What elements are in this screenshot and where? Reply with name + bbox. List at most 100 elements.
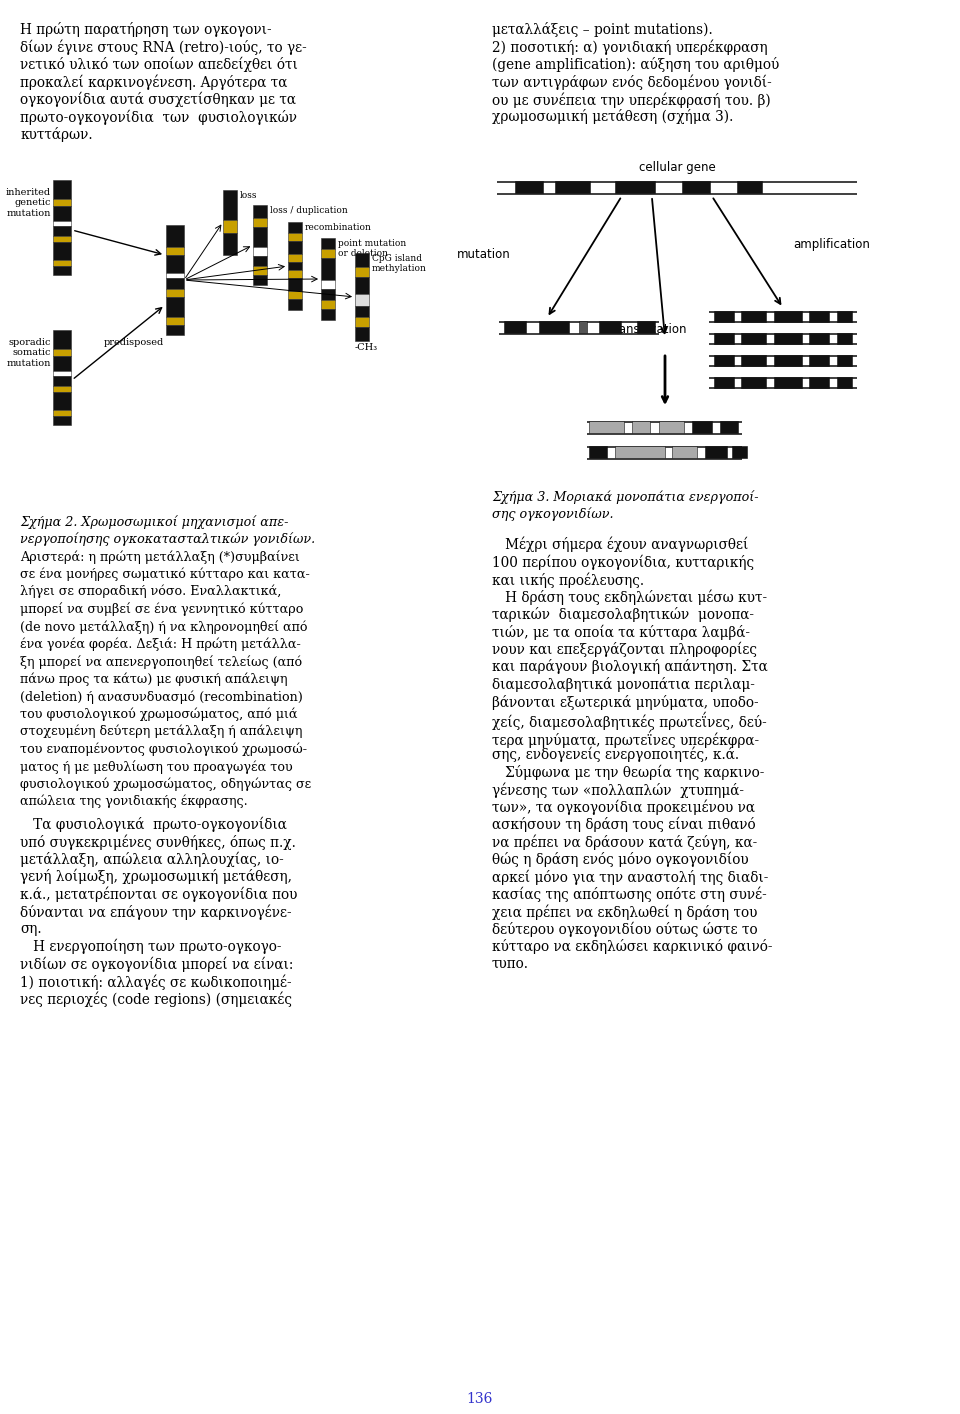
Bar (589, 421, 624, 433)
Text: (gene amplification): αύξηση του αριθμού: (gene amplification): αύξηση του αριθμού (492, 57, 780, 72)
Bar (288, 233, 302, 240)
Text: cellular gene: cellular gene (638, 161, 715, 174)
Text: θώς η δράση ενός μόνο ογκογονιδίου: θώς η δράση ενός μόνο ογκογονιδίου (492, 853, 749, 867)
Bar (741, 311, 766, 321)
Bar (288, 222, 302, 233)
Bar (166, 255, 184, 273)
Bar (709, 378, 857, 379)
Text: ξη μπορεί να απενεργοποιηθεί τελείως (από: ξη μπορεί να απενεργοποιηθεί τελείως (απ… (20, 655, 302, 669)
Text: 1) ποιοτική: αλλαγές σε κωδικοποιημέ-: 1) ποιοτική: αλλαγές σε κωδικοποιημέ- (20, 974, 292, 990)
Text: προκαλεί καρκινογένεση. Αργότερα τα: προκαλεί καρκινογένεση. Αργότερα τα (20, 75, 287, 90)
Bar (774, 332, 802, 344)
Bar (288, 300, 302, 310)
Bar (53, 349, 71, 356)
Bar (321, 300, 335, 308)
Bar (355, 253, 369, 267)
Bar (288, 240, 302, 255)
Bar (774, 355, 802, 366)
Text: Η πρώτη παρατήρηση των ογκογονι-: Η πρώτη παρατήρηση των ογκογονι- (20, 23, 272, 37)
Bar (166, 273, 184, 279)
Bar (253, 218, 267, 226)
Text: ου με συνέπεια την υπερέκφρασή του. β): ου με συνέπεια την υπερέκφρασή του. β) (492, 92, 771, 107)
Bar (720, 421, 738, 433)
Text: (de novo μετάλλαξη) ή να κληρονομηθεί από: (de novo μετάλλαξη) ή να κληρονομηθεί απ… (20, 619, 307, 633)
Text: και παράγουν βιολογική απάντηση. Στα: και παράγουν βιολογική απάντηση. Στα (492, 659, 768, 674)
Text: γενή λοίμωξη, χρωμοσωμική μετάθεση,: γενή λοίμωξη, χρωμοσωμική μετάθεση, (20, 870, 292, 884)
Bar (632, 421, 650, 433)
Text: ασκήσουν τη δράση τους είναι πιθανό: ασκήσουν τη δράση τους είναι πιθανό (492, 817, 756, 833)
Bar (714, 355, 734, 366)
Bar (53, 372, 71, 376)
Bar (837, 355, 852, 366)
Bar (288, 255, 302, 262)
Bar (321, 249, 335, 257)
Text: πάνω προς τα κάτω) με φυσική απάλειψη: πάνω προς τα κάτω) με φυσική απάλειψη (20, 673, 287, 686)
Text: 2) ποσοτική: α) γονιδιακή υπερέκφραση: 2) ποσοτική: α) γονιδιακή υπερέκφραση (492, 40, 768, 55)
Bar (809, 355, 829, 366)
Bar (166, 297, 184, 317)
Text: δίων έγινε στους RNA (retro)-ιούς, το γε-: δίων έγινε στους RNA (retro)-ιούς, το γε… (20, 40, 307, 55)
Text: inherited
genetic
mutation: inherited genetic mutation (6, 188, 51, 218)
Text: predisposed: predisposed (104, 338, 164, 346)
Bar (53, 376, 71, 386)
Bar (253, 256, 267, 266)
Text: ένα γονέα φορέα. Δεξιά: Η πρώτη μετάλλα-: ένα γονέα φορέα. Δεξιά: Η πρώτη μετάλλα- (20, 638, 300, 650)
Bar (837, 332, 852, 344)
Bar (288, 262, 302, 270)
Text: loss: loss (240, 191, 257, 199)
Text: βάνονται εξωτερικά μηνύματα, υποδο-: βάνονται εξωτερικά μηνύματα, υποδο- (492, 694, 758, 710)
Bar (53, 206, 71, 221)
Text: νιδίων σε ογκογονίδια μπορεί να είναι:: νιδίων σε ογκογονίδια μπορεί να είναι: (20, 956, 294, 971)
Bar (555, 181, 590, 194)
Text: Μέχρι σήμερα έχουν αναγνωρισθεί: Μέχρι σήμερα έχουν αναγνωρισθεί (492, 537, 749, 553)
Bar (253, 205, 267, 218)
Bar (253, 226, 267, 247)
Text: νετικό υλικό των οποίων απεδείχθει ότι: νετικό υλικό των οποίων απεδείχθει ότι (20, 57, 298, 72)
Bar (682, 181, 710, 194)
Bar (53, 242, 71, 260)
Bar (321, 288, 335, 300)
Text: mutation: mutation (457, 247, 511, 262)
Bar (692, 421, 712, 433)
Bar (809, 378, 829, 387)
Text: μπορεί να συμβεί σε ένα γεννητικό κύτταρο: μπορεί να συμβεί σε ένα γεννητικό κύτταρ… (20, 602, 303, 617)
Bar (504, 321, 526, 334)
Bar (637, 321, 655, 334)
Bar (288, 279, 302, 291)
Text: τυπο.: τυπο. (492, 957, 529, 971)
Text: Τα φυσιολογικά  πρωτο-ογκογονίδια: Τα φυσιολογικά πρωτο-ογκογονίδια (20, 816, 287, 831)
Bar (709, 332, 857, 335)
Text: των», τα ογκογονίδια προκειμένου να: των», τα ογκογονίδια προκειμένου να (492, 799, 755, 814)
Bar (223, 189, 237, 219)
Bar (672, 447, 697, 458)
Bar (53, 266, 71, 274)
Bar (809, 332, 829, 344)
Text: point mutation
or deletion: point mutation or deletion (338, 239, 406, 259)
Text: loss / duplication: loss / duplication (270, 206, 348, 215)
Bar (587, 447, 742, 448)
Text: ση.: ση. (20, 922, 41, 936)
Text: ταρικών  διαμεσολαβητικών  μονοπα-: ταρικών διαμεσολαβητικών μονοπα- (492, 607, 754, 622)
Text: των αντιγράφων ενός δεδομένου γονιδί-: των αντιγράφων ενός δεδομένου γονιδί- (492, 75, 772, 90)
Bar (709, 355, 857, 356)
Text: φυσιολογικού χρωμοσώματος, οδηγώντας σε: φυσιολογικού χρωμοσώματος, οδηγώντας σε (20, 778, 311, 790)
Text: ματος ή με μεθυλίωση του προαγωγέα του: ματος ή με μεθυλίωση του προαγωγέα του (20, 759, 293, 773)
Bar (741, 355, 766, 366)
Bar (732, 447, 747, 458)
Bar (53, 386, 71, 392)
Bar (741, 378, 766, 387)
Bar (587, 458, 742, 460)
Bar (253, 247, 267, 256)
Text: τερα μηνύματα, πρωτεΐνες υπερέκφρα-: τερα μηνύματα, πρωτεΐνες υπερέκφρα- (492, 730, 759, 748)
Text: αρκεί μόνο για την αναστολή της διαδι-: αρκεί μόνο για την αναστολή της διαδι- (492, 870, 768, 885)
Text: σε ένα μονήρες σωματικό κύτταρο και κατα-: σε ένα μονήρες σωματικό κύτταρο και κατα… (20, 567, 310, 581)
Bar (714, 311, 734, 321)
Text: 136: 136 (467, 1391, 493, 1406)
Text: sporadic
somatic
mutation: sporadic somatic mutation (7, 338, 51, 368)
Bar (166, 290, 184, 297)
Bar (837, 378, 852, 387)
Text: Σύμφωνα με την θεωρία της καρκινο-: Σύμφωνα με την θεωρία της καρκινο- (492, 765, 764, 779)
Bar (288, 270, 302, 279)
Bar (53, 410, 71, 416)
Bar (53, 180, 71, 199)
